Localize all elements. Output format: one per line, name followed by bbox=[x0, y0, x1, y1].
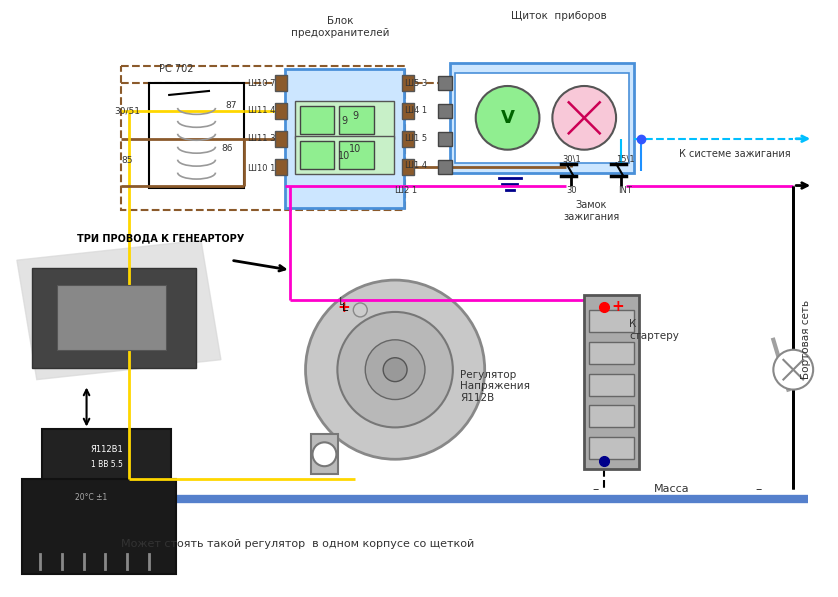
Circle shape bbox=[313, 442, 336, 466]
Bar bbox=[32, 268, 196, 368]
Text: Замок
зажигания: Замок зажигания bbox=[563, 201, 619, 222]
Text: Масса: Масса bbox=[654, 484, 690, 494]
Text: ТРИ ПРОВОДА К ГЕНЕАРТОРУ: ТРИ ПРОВОДА К ГЕНЕАРТОРУ bbox=[76, 233, 244, 244]
Circle shape bbox=[773, 350, 813, 390]
Text: 20°C ±1: 20°C ±1 bbox=[75, 493, 107, 501]
Bar bbox=[295, 136, 394, 174]
Bar bbox=[149, 83, 244, 187]
Text: РС 702: РС 702 bbox=[159, 64, 194, 74]
Bar bbox=[589, 342, 634, 364]
Text: Ш11 4: Ш11 4 bbox=[248, 106, 276, 115]
Circle shape bbox=[365, 340, 425, 399]
Bar bbox=[438, 132, 452, 146]
Bar bbox=[339, 141, 375, 168]
Bar bbox=[584, 295, 639, 469]
Bar bbox=[402, 159, 414, 174]
Text: 10: 10 bbox=[349, 144, 361, 153]
Bar bbox=[57, 285, 166, 350]
Text: V: V bbox=[500, 109, 515, 127]
Bar bbox=[311, 435, 339, 474]
Circle shape bbox=[383, 358, 407, 381]
Bar bbox=[402, 103, 414, 119]
Text: Ш1 5: Ш1 5 bbox=[405, 134, 427, 143]
Text: 30: 30 bbox=[566, 186, 577, 195]
Circle shape bbox=[338, 312, 453, 427]
Text: +: + bbox=[338, 300, 350, 315]
Text: К
стартеру: К стартеру bbox=[629, 319, 679, 341]
Bar bbox=[275, 103, 287, 119]
Text: Ш2 1: Ш2 1 bbox=[395, 186, 417, 195]
Text: +: + bbox=[611, 300, 623, 315]
Bar bbox=[402, 75, 414, 91]
Bar bbox=[455, 73, 629, 162]
Text: 10: 10 bbox=[339, 150, 350, 161]
Text: –: – bbox=[592, 482, 598, 496]
Text: Регулятор
Напряжения
Я112В: Регулятор Напряжения Я112В bbox=[460, 370, 530, 403]
Text: 1 ВВ 5.5: 1 ВВ 5.5 bbox=[91, 460, 122, 469]
Bar bbox=[589, 310, 634, 332]
Circle shape bbox=[306, 280, 484, 459]
Bar bbox=[450, 63, 634, 173]
Bar bbox=[589, 374, 634, 396]
Bar bbox=[402, 131, 414, 147]
Text: L: L bbox=[339, 297, 345, 307]
Bar bbox=[589, 405, 634, 427]
Text: INT: INT bbox=[618, 186, 632, 195]
Text: Блок
предохранителей: Блок предохранителей bbox=[291, 16, 390, 38]
Text: Ш5 3: Ш5 3 bbox=[405, 79, 427, 88]
Bar bbox=[122, 66, 405, 210]
Bar bbox=[339, 106, 375, 134]
Bar bbox=[438, 76, 452, 90]
Text: Ш10 7: Ш10 7 bbox=[248, 79, 276, 88]
Text: 87: 87 bbox=[225, 101, 236, 110]
Text: 85: 85 bbox=[122, 156, 133, 165]
Text: 30\1: 30\1 bbox=[562, 155, 581, 164]
Text: Ш11 3: Ш11 3 bbox=[248, 134, 276, 143]
Text: 15\1: 15\1 bbox=[616, 155, 634, 164]
Bar bbox=[438, 159, 452, 174]
Bar bbox=[275, 159, 287, 174]
Bar bbox=[589, 438, 634, 459]
Bar bbox=[295, 101, 394, 139]
Polygon shape bbox=[17, 240, 221, 380]
Text: 9: 9 bbox=[341, 116, 348, 126]
Text: Бортовая сеть: Бортовая сеть bbox=[801, 300, 811, 379]
Bar bbox=[285, 69, 404, 208]
Circle shape bbox=[476, 86, 540, 150]
Bar bbox=[275, 75, 287, 91]
Circle shape bbox=[552, 86, 616, 150]
Text: Ш1 4: Ш1 4 bbox=[405, 161, 427, 170]
Text: 30/51: 30/51 bbox=[114, 106, 140, 115]
Text: Ш10 1: Ш10 1 bbox=[248, 164, 276, 173]
Text: Может стоять такой регулятор  в одном корпусе со щеткой: Может стоять такой регулятор в одном кор… bbox=[122, 539, 474, 549]
Bar bbox=[275, 131, 287, 147]
Text: Я112В1: Я112В1 bbox=[91, 445, 123, 454]
Text: К системе зажигания: К системе зажигания bbox=[679, 149, 790, 159]
Text: 86: 86 bbox=[221, 144, 232, 153]
Bar bbox=[299, 141, 334, 168]
Text: L: L bbox=[342, 303, 349, 313]
Text: Щиток  приборов: Щиток приборов bbox=[511, 11, 608, 21]
Bar bbox=[438, 104, 452, 118]
Text: –: – bbox=[755, 482, 762, 496]
Bar bbox=[22, 479, 176, 574]
Circle shape bbox=[354, 303, 367, 317]
Bar bbox=[42, 429, 171, 494]
Text: 9: 9 bbox=[352, 111, 359, 121]
Bar bbox=[299, 106, 334, 134]
Text: Ш4 1: Ш4 1 bbox=[405, 106, 427, 115]
